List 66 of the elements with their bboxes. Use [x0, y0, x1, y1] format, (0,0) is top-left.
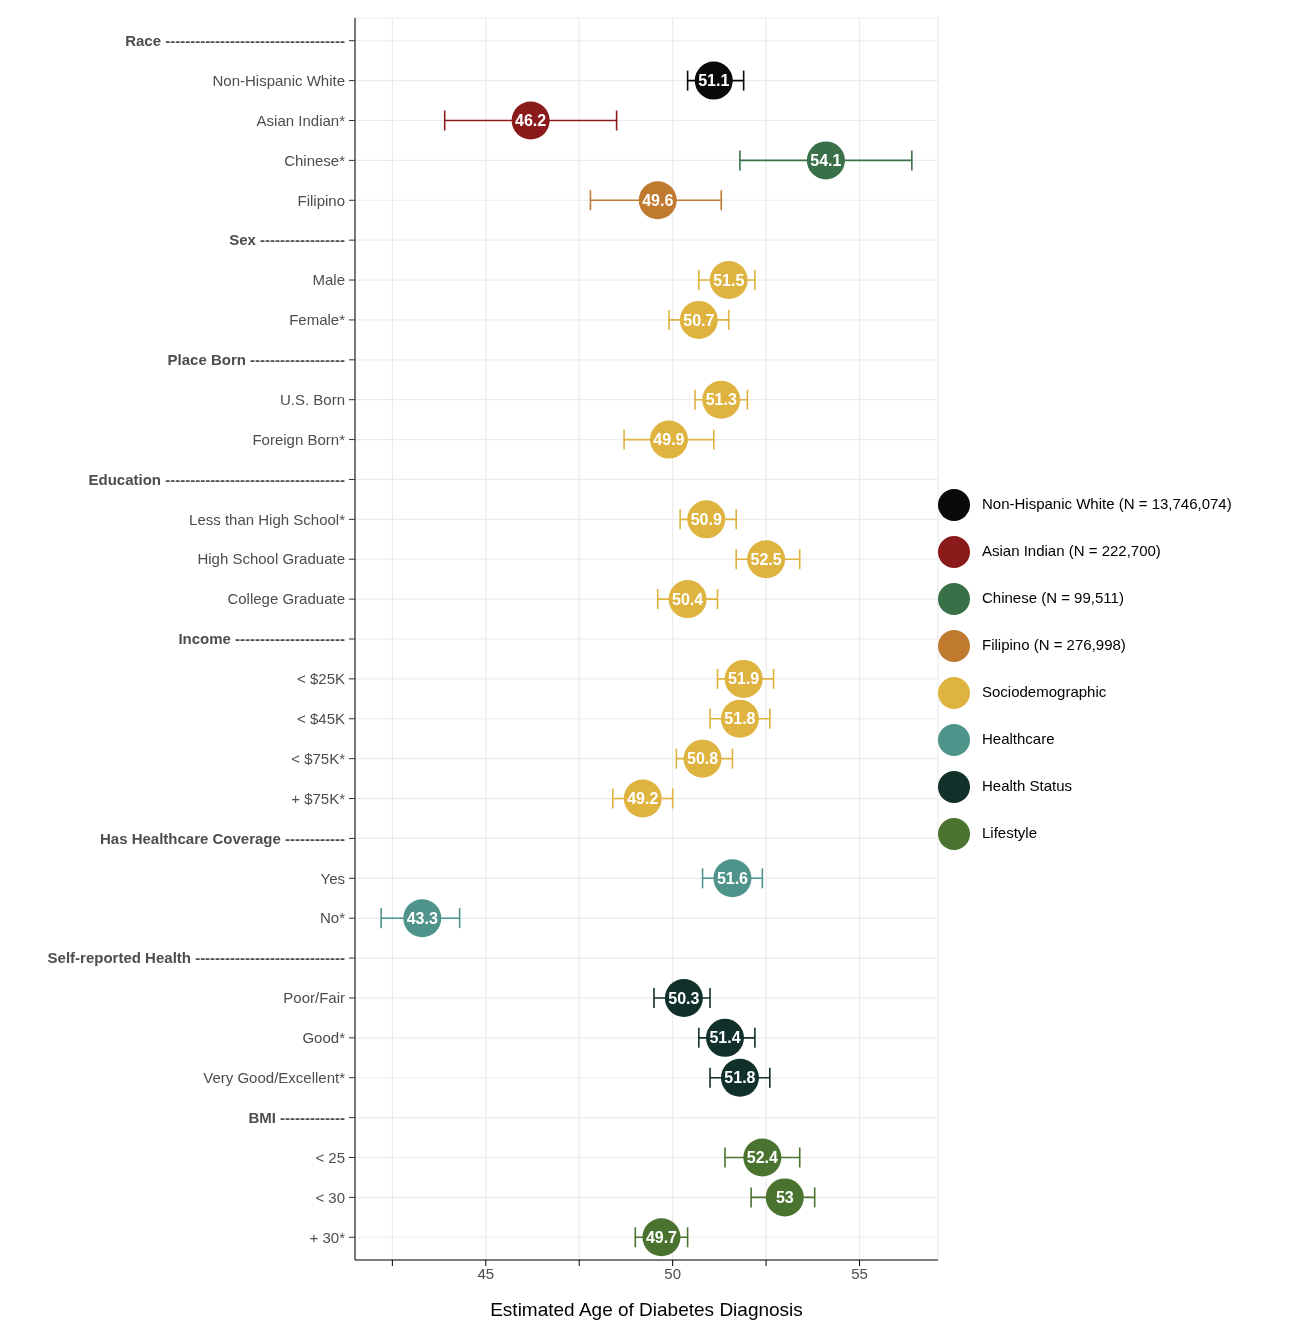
y-tick-label: Poor/Fair	[283, 989, 345, 1007]
y-tick-label: U.S. Born	[279, 390, 345, 408]
data-label: 49.6	[642, 191, 674, 209]
data-label: 49.2	[627, 790, 659, 808]
y-tick-label: Filipino	[297, 191, 345, 209]
data-label: 50.8	[686, 750, 719, 768]
y-tick-label: + 30*	[309, 1228, 346, 1246]
y-tick-label: Education ------------------------------------	[88, 470, 345, 488]
y-tick-label: < 30	[315, 1188, 345, 1206]
y-tick-label: Less than High School*	[189, 510, 346, 528]
y-tick-label: Sex -----------------	[229, 231, 345, 249]
data-label: 49.9	[653, 431, 685, 449]
y-tick-label: Foreign Born*	[252, 430, 346, 448]
legend-label: Non-Hispanic White (N = 13,746,074)	[982, 495, 1232, 512]
y-tick-label: Place Born -------------------	[167, 351, 345, 369]
y-tick-label: + $75K*	[291, 789, 346, 807]
x-tick-label: 50	[664, 1264, 681, 1282]
data-label: 54.1	[810, 151, 842, 169]
x-tick-label: 55	[851, 1264, 868, 1282]
y-tick-label: College Graduate	[227, 590, 345, 608]
y-tick-label: Asian Indian*	[256, 111, 346, 129]
y-tick-label: Race ------------------------------------	[125, 31, 345, 49]
data-label: 51.3	[705, 391, 737, 409]
y-tick-label: High School Graduate	[197, 550, 345, 568]
y-tick-label: < $25K	[297, 670, 345, 688]
y-tick-label: Very Good/Excellent*	[203, 1068, 346, 1086]
y-tick-label: < $75K*	[291, 749, 346, 767]
y-tick-label: Has Healthcare Coverage ------------	[99, 829, 345, 847]
data-label: 52.4	[746, 1149, 779, 1167]
data-label: 50.9	[690, 510, 722, 528]
legend-label: Chinese (N = 99,511)	[982, 589, 1124, 606]
y-tick-label: Good*	[302, 1029, 346, 1047]
legend-label: Lifestyle	[982, 824, 1038, 841]
x-tick-label: 45	[477, 1264, 495, 1282]
y-tick-label: Chinese*	[284, 151, 346, 169]
data-label: 49.7	[645, 1228, 678, 1246]
y-tick-label: < $45K	[297, 710, 345, 728]
data-label: 51.8	[724, 1069, 756, 1087]
y-tick-label: No*	[319, 909, 346, 927]
y-tick-label: Self-reported Health ------------------------------	[47, 949, 345, 967]
legend-label: Asian Indian (N = 222,700)	[982, 542, 1161, 559]
data-label: 46.2	[515, 112, 547, 130]
data-label: 51.8	[724, 710, 756, 728]
y-tick-label: Income ----------------------	[178, 630, 345, 648]
y-tick-label: Yes	[320, 869, 345, 887]
data-label: 51.4	[709, 1029, 741, 1047]
legend-label: Healthcare	[982, 730, 1055, 747]
y-tick-label: < 25	[315, 1148, 345, 1166]
y-tick-label: Male	[312, 271, 345, 289]
data-label: 50.4	[672, 590, 704, 608]
x-axis-title: Estimated Age of Diabetes Diagnosis	[490, 1299, 803, 1320]
data-label: 51.9	[728, 670, 760, 688]
legend-label: Health Status	[982, 777, 1073, 794]
y-tick-label: BMI -------------	[248, 1108, 345, 1126]
data-label: 51.5	[713, 271, 745, 289]
y-tick-label: Non-Hispanic White	[212, 71, 345, 89]
data-label: 52.5	[750, 550, 782, 568]
data-label: 51.6	[716, 869, 749, 887]
data-label: 50.3	[668, 989, 700, 1007]
data-label: 51.1	[698, 72, 730, 90]
legend-label: Filipino (N = 276,998)	[982, 636, 1126, 653]
data-label: 53	[775, 1188, 794, 1206]
data-label: 43.3	[406, 909, 438, 927]
data-label: 50.7	[683, 311, 715, 329]
legend-label: Sociodemographic	[982, 683, 1107, 700]
y-tick-label: Female*	[289, 311, 346, 329]
